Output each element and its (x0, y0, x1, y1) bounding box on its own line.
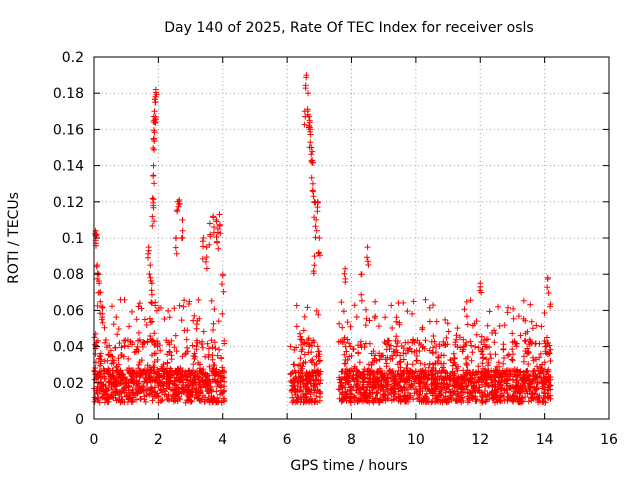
roti-series-points (91, 72, 554, 406)
y-tick-label: 0.02 (53, 376, 84, 392)
x-tick-label: 16 (600, 432, 618, 448)
y-tick-labels: 0 0.02 0.04 0.06 0.08 0.1 0.12 0.14 0.16 0.18 0.2 (53, 50, 84, 428)
y-tick-label: 0.1 (62, 231, 84, 247)
y-tick-label: 0.16 (53, 122, 84, 138)
grid-lines (94, 57, 609, 419)
x-tick-label: 0 (90, 432, 99, 448)
y-tick-label: 0.18 (53, 86, 84, 102)
y-tick-label: 0.08 (53, 267, 84, 283)
y-tick-label: 0 (75, 412, 84, 428)
y-tick-label: 0.2 (62, 50, 84, 66)
y-tick-label: 0.12 (53, 195, 84, 211)
x-tick-label: 14 (536, 432, 554, 448)
y-tick-label: 0.04 (53, 340, 84, 356)
x-tick-label: 10 (407, 432, 425, 448)
y-axis-label: ROTI / TECUs (6, 192, 22, 284)
y-tick-label: 0.14 (53, 159, 84, 175)
x-tick-label: 12 (471, 432, 489, 448)
data-points (91, 72, 554, 406)
x-tick-label: 6 (283, 432, 292, 448)
axis-ticks (93, 56, 610, 420)
chart-title: Day 140 of 2025, Rate Of TEC Index for r… (164, 20, 533, 36)
x-tick-label: 2 (154, 432, 163, 448)
x-tick-label: 4 (218, 432, 227, 448)
x-tick-labels: 0 2 4 6 8 10 12 14 16 (90, 432, 618, 448)
x-axis-label: GPS time / hours (290, 458, 407, 474)
x-tick-label: 8 (347, 432, 356, 448)
y-tick-label: 0.06 (53, 303, 84, 319)
